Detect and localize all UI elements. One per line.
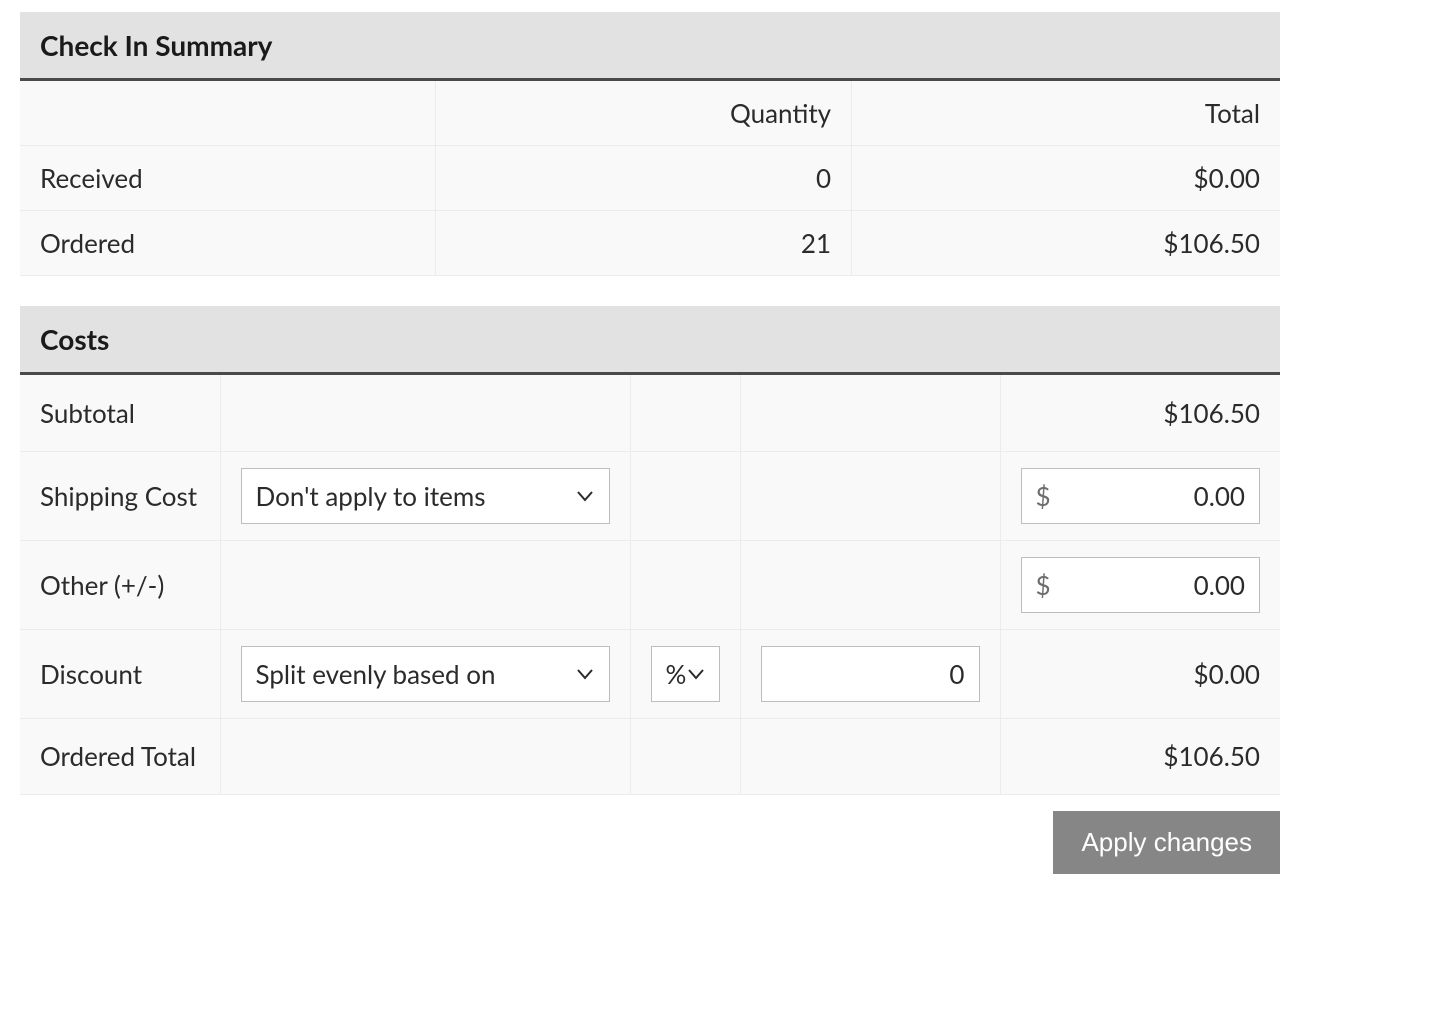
col-blank bbox=[20, 81, 436, 146]
ordered-total-value: $106.50 bbox=[1000, 718, 1280, 794]
checkin-summary-table: Quantity Total Received 0 $0.00 Ordered … bbox=[20, 81, 1280, 276]
ordered-total-row: Ordered Total $106.50 bbox=[20, 718, 1280, 794]
table-header-row: Quantity Total bbox=[20, 81, 1280, 146]
shipping-label: Shipping Cost bbox=[20, 451, 220, 540]
row-label: Received bbox=[20, 146, 436, 211]
row-quantity: 0 bbox=[436, 146, 852, 211]
col-total: Total bbox=[852, 81, 1280, 146]
subtotal-row: Subtotal $106.50 bbox=[20, 375, 1280, 451]
row-total: $0.00 bbox=[852, 146, 1280, 211]
costs-panel: Costs Subtotal $106.50 Shipping Cost Don… bbox=[20, 306, 1280, 874]
chevron-down-icon bbox=[575, 486, 595, 506]
shipping-row: Shipping Cost Don't apply to items $ 0.0… bbox=[20, 451, 1280, 540]
discount-value: $0.00 bbox=[1000, 629, 1280, 718]
other-row: Other (+/-) $ 0.00 bbox=[20, 540, 1280, 629]
other-amount-value: 0.00 bbox=[1059, 569, 1245, 601]
other-amount-input[interactable]: $ 0.00 bbox=[1021, 557, 1261, 613]
row-label: Ordered bbox=[20, 211, 436, 276]
table-row: Ordered 21 $106.50 bbox=[20, 211, 1280, 276]
subtotal-label: Subtotal bbox=[20, 375, 220, 451]
shipping-amount-value: 0.00 bbox=[1059, 480, 1245, 512]
discount-label: Discount bbox=[20, 629, 220, 718]
other-label: Other (+/-) bbox=[20, 540, 220, 629]
discount-method-value: Split evenly based on bbox=[256, 658, 496, 690]
ordered-total-label: Ordered Total bbox=[20, 718, 220, 794]
costs-table: Subtotal $106.50 Shipping Cost Don't app… bbox=[20, 375, 1280, 795]
actions-bar: Apply changes bbox=[20, 811, 1280, 874]
shipping-amount-input[interactable]: $ 0.00 bbox=[1021, 468, 1261, 524]
discount-method-select[interactable]: Split evenly based on bbox=[241, 646, 610, 702]
checkin-summary-panel: Check In Summary Quantity Total Received… bbox=[20, 12, 1280, 276]
chevron-down-icon bbox=[575, 664, 595, 684]
currency-symbol: $ bbox=[1036, 480, 1051, 512]
table-row: Received 0 $0.00 bbox=[20, 146, 1280, 211]
col-quantity: Quantity bbox=[436, 81, 852, 146]
shipping-method-value: Don't apply to items bbox=[256, 480, 486, 512]
shipping-method-select[interactable]: Don't apply to items bbox=[241, 468, 610, 524]
discount-unit-select[interactable]: % bbox=[651, 646, 720, 702]
discount-row: Discount Split evenly based on % bbox=[20, 629, 1280, 718]
discount-unit-value: % bbox=[666, 658, 687, 690]
discount-amount-value: 0 bbox=[949, 658, 964, 690]
row-quantity: 21 bbox=[436, 211, 852, 276]
subtotal-value: $106.50 bbox=[1000, 375, 1280, 451]
chevron-down-icon bbox=[686, 664, 706, 684]
apply-changes-button[interactable]: Apply changes bbox=[1053, 811, 1280, 874]
discount-amount-input[interactable]: 0 bbox=[761, 646, 980, 702]
checkin-summary-title: Check In Summary bbox=[20, 12, 1280, 81]
currency-symbol: $ bbox=[1036, 569, 1051, 601]
row-total: $106.50 bbox=[852, 211, 1280, 276]
costs-title: Costs bbox=[20, 306, 1280, 375]
